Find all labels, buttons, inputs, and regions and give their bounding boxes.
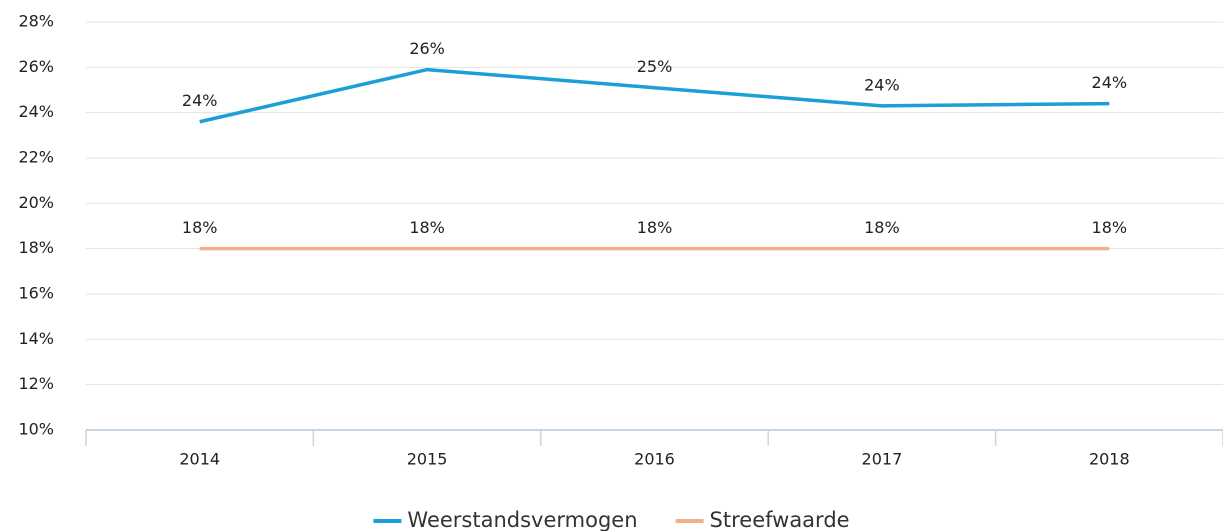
y-tick-label: 10%	[18, 420, 54, 439]
legend: Weerstandsvermogen Streefwaarde	[373, 508, 850, 531]
y-tick-label: 26%	[18, 57, 54, 76]
line	[199, 67, 1110, 124]
data-label: 24%	[182, 91, 218, 110]
y-tick-label: 28%	[18, 12, 54, 31]
y-tick-label: 20%	[18, 193, 54, 212]
y-tick-label: 16%	[18, 284, 54, 303]
legend-label: Weerstandsvermogen	[407, 508, 637, 531]
y-tick-label: 12%	[18, 374, 54, 393]
x-tick-label: 2016	[634, 450, 675, 469]
data-label: 18%	[1092, 218, 1128, 237]
x-tick-label: 2018	[1089, 450, 1130, 469]
x-tick-label: 2015	[407, 450, 448, 469]
data-label: 24%	[1092, 73, 1128, 92]
y-tick-label: 18%	[18, 238, 54, 257]
y-tick-label: 14%	[18, 329, 54, 348]
legend-item: Weerstandsvermogen	[373, 508, 638, 531]
legend-label: Streefwaarde	[710, 508, 850, 531]
legend-item: Streefwaarde	[675, 508, 850, 531]
data-label: 26%	[409, 39, 445, 58]
data-label: 18%	[182, 218, 218, 237]
data-label: 25%	[637, 57, 673, 76]
x-tick-label: 2014	[179, 450, 220, 469]
y-tick-label: 22%	[18, 148, 54, 167]
data-label: 18%	[864, 218, 900, 237]
data-label: 24%	[864, 75, 900, 94]
y-tick-label: 24%	[18, 102, 54, 121]
data-label: 18%	[637, 218, 673, 237]
data-label: 18%	[409, 218, 445, 237]
x-tick-label: 2017	[862, 450, 903, 469]
